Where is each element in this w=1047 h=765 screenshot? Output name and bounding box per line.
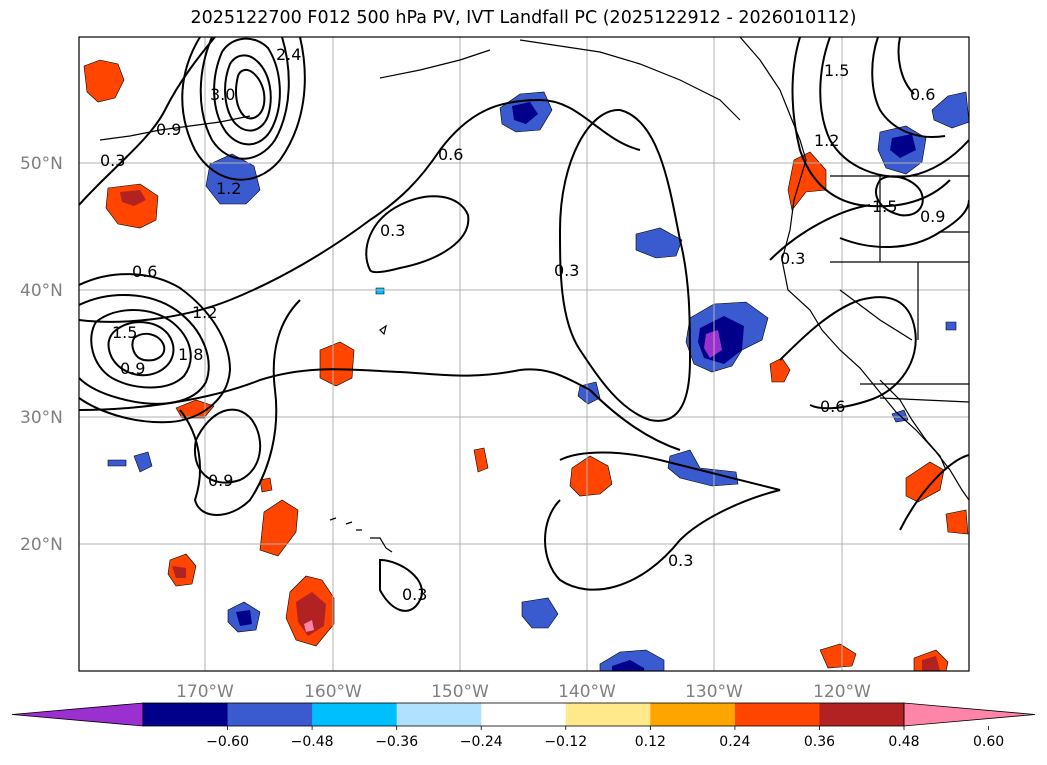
gridlines — [79, 37, 969, 671]
contour-label: 1.2 — [814, 131, 839, 150]
positive-anomaly-blobs — [83, 59, 969, 671]
colorbar-segment — [565, 703, 651, 726]
pv-contours — [79, 37, 969, 612]
contour-label: 1.5 — [112, 323, 137, 342]
contour-label: 0.3 — [668, 551, 693, 570]
lat-tick-label: 50°N — [20, 154, 63, 174]
contour-label: 1.8 — [178, 345, 203, 364]
contour-label: 0.3 — [554, 261, 579, 280]
contour-label: 0.9 — [208, 471, 233, 490]
lon-tick-label: 150°W — [431, 682, 489, 702]
plot-frame — [78, 36, 970, 672]
latitude-labels: 50°N 40°N 30°N 20°N — [20, 154, 63, 555]
colorbar-tick-label: −0.48 — [291, 734, 334, 750]
contour-label: 1.5 — [872, 197, 897, 216]
contour-label: 0.9 — [156, 120, 181, 139]
colorbar-segment — [650, 703, 736, 726]
contour-label: 1.5 — [824, 61, 849, 80]
lon-tick-label: 140°W — [558, 682, 616, 702]
contour-label: 1.2 — [216, 179, 241, 198]
map-title: 2025122700 F012 500 hPa PV, IVT Landfall… — [190, 8, 857, 28]
plot-area: 0.3 0.9 3.0 1.2 2.4 0.6 1.5 1.2 1.8 0.9 … — [79, 37, 969, 671]
colorbar-segment — [734, 703, 820, 726]
lat-tick-label: 20°N — [20, 535, 63, 555]
contour-label: 0.9 — [920, 207, 945, 226]
colorbar-tick-label: −0.12 — [544, 734, 587, 750]
contour-label: 0.6 — [438, 145, 463, 164]
contour-label: 0.6 — [910, 85, 935, 104]
colorbar-segment — [312, 703, 398, 726]
colorbar: −0.60 −0.48 −0.36 −0.24 −0.12 0.12 0.24 0.36 0.4… — [11, 702, 1036, 750]
negative-anomaly-blobs — [107, 91, 969, 671]
contour-labels: 0.3 0.9 3.0 1.2 2.4 0.6 1.5 1.2 1.8 0.9 … — [100, 45, 945, 604]
colorbar-tick-label: −0.60 — [206, 734, 249, 750]
colorbar-under-arrow — [11, 702, 144, 727]
contour-label: 0.6 — [132, 262, 157, 281]
longitude-labels: 170°W 160°W 150°W 140°W 130°W 120°W — [176, 682, 871, 702]
colorbar-tick-label: 0.36 — [804, 734, 835, 750]
contour-label: 0.3 — [100, 151, 125, 170]
contour-label: 0.3 — [402, 585, 427, 604]
colorbar-tick-label: −0.36 — [375, 734, 418, 750]
contour-label: 1.2 — [192, 303, 217, 322]
colorbar-segment — [481, 703, 567, 726]
contour-label: 2.4 — [276, 45, 301, 64]
contour-label: 0.9 — [120, 359, 145, 378]
colorbar-tick-label: 0.48 — [888, 734, 919, 750]
colorbar-segment — [819, 703, 905, 726]
lat-tick-label: 30°N — [20, 408, 63, 428]
contour-label: 0.3 — [380, 221, 405, 240]
colorbar-tick-label: −0.24 — [460, 734, 503, 750]
colorbar-segment — [396, 703, 482, 726]
contour-label: 3.0 — [210, 85, 235, 104]
colorbar-tick-label: 0.60 — [973, 734, 1004, 750]
colorbar-segment — [143, 703, 229, 726]
lon-tick-label: 120°W — [813, 682, 871, 702]
lon-tick-label: 170°W — [176, 682, 234, 702]
colorbar-tick-label: 0.12 — [635, 734, 666, 750]
lon-tick-label: 160°W — [304, 682, 362, 702]
contour-label: 0.6 — [820, 397, 845, 416]
colorbar-over-arrow — [903, 702, 1036, 727]
colorbar-tick-label: 0.24 — [719, 734, 750, 750]
lat-tick-label: 40°N — [20, 281, 63, 301]
colorbar-frame — [142, 702, 905, 727]
lon-tick-label: 130°W — [685, 682, 743, 702]
contour-label: 0.3 — [780, 249, 805, 268]
shaded-anomalies — [83, 59, 969, 671]
colorbar-segment — [227, 703, 313, 726]
